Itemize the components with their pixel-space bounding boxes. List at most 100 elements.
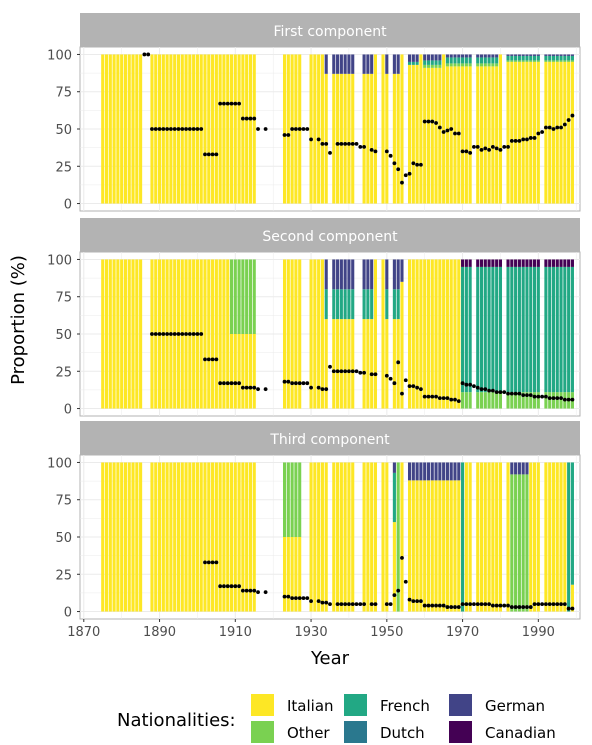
- bar-segment-german: [385, 54, 389, 74]
- data-point: [555, 396, 560, 401]
- data-point: [468, 382, 473, 387]
- data-point: [263, 387, 268, 392]
- bar-segment-italian: [495, 462, 499, 612]
- bar-segment-french: [563, 55, 567, 61]
- bar-segment-french: [385, 289, 389, 320]
- data-point: [483, 146, 488, 151]
- data-point: [396, 360, 401, 365]
- bar-segment-other: [498, 392, 503, 409]
- data-point: [252, 116, 257, 121]
- data-point: [475, 602, 480, 606]
- bar-segment-italian: [324, 73, 328, 204]
- bar-segment-italian: [139, 462, 143, 612]
- data-point: [203, 560, 207, 565]
- data-point: [536, 131, 541, 136]
- bar-segment-french: [396, 289, 400, 320]
- data-point: [195, 127, 200, 131]
- bar-segment-canadian: [536, 259, 540, 267]
- data-point: [294, 381, 298, 386]
- bar-segment-italian: [324, 462, 328, 612]
- bar-segment-german: [495, 54, 499, 58]
- data-point: [562, 602, 567, 606]
- bar-segment-italian: [131, 54, 135, 204]
- data-point: [218, 101, 223, 106]
- bar-segment-german: [430, 54, 434, 61]
- bar-segment-german: [339, 259, 343, 290]
- bar-segment-italian: [392, 73, 396, 204]
- bar-segment-italian: [339, 73, 343, 204]
- bar-segment-other: [461, 392, 465, 409]
- bar-segment-french: [559, 266, 563, 393]
- bar-segment-canadian: [464, 259, 468, 267]
- bar-segment-french: [426, 60, 431, 65]
- bar-segment-german: [514, 462, 518, 475]
- bar-segment-french: [411, 61, 415, 65]
- bar-segment-french: [415, 61, 419, 65]
- data-point: [324, 600, 329, 605]
- bar-segment-italian: [483, 66, 487, 204]
- data-point: [362, 370, 366, 375]
- data-point: [509, 139, 514, 143]
- data-point: [407, 171, 412, 176]
- bar-segment-german: [464, 54, 468, 58]
- data-point: [225, 584, 230, 589]
- bar-segment-italian: [479, 462, 484, 612]
- bar-segment-german: [415, 54, 419, 62]
- legend-swatch-dutch: [344, 721, 367, 743]
- bar-segment-french: [461, 57, 465, 64]
- bar-segment-italian: [491, 462, 495, 612]
- bar-segment-italian: [563, 61, 567, 204]
- bar-segment-german: [559, 54, 563, 56]
- bar-segment-italian: [233, 462, 237, 612]
- bar-segment-french: [563, 266, 567, 393]
- data-point: [498, 603, 503, 608]
- bar-segment-other: [529, 392, 533, 409]
- bar-segment-italian: [339, 462, 343, 612]
- facet-strip-label: First component: [273, 24, 387, 40]
- data-point: [369, 147, 374, 152]
- bar-segment-french: [445, 57, 449, 64]
- bar-segment-italian: [479, 66, 484, 204]
- data-point: [309, 137, 313, 142]
- data-point: [540, 130, 545, 134]
- bar-segment-canadian: [529, 259, 533, 267]
- data-point: [225, 101, 230, 106]
- data-point: [142, 52, 147, 57]
- x-tick-label: 1930: [295, 625, 328, 640]
- bar-segment-other: [517, 474, 521, 612]
- bar-segment-french: [495, 266, 499, 393]
- bar-segment-italian: [464, 462, 468, 612]
- data-point: [551, 602, 556, 606]
- data-point: [430, 119, 435, 124]
- bar-segment-italian: [370, 319, 374, 409]
- legend-swatch-italian: [251, 694, 274, 716]
- bar-segment-other: [476, 63, 480, 67]
- data-point: [199, 127, 204, 131]
- bar-segment-italian: [336, 462, 340, 612]
- bar-segment-german: [411, 54, 415, 62]
- data-point: [411, 161, 416, 166]
- y-tick-label: 100: [47, 456, 72, 471]
- data-point: [445, 605, 450, 609]
- bar-segment-italian: [207, 259, 211, 409]
- bar-segment-other: [479, 392, 484, 409]
- data-point: [305, 127, 310, 131]
- bar-segment-canadian: [517, 259, 521, 267]
- data-point: [286, 594, 291, 599]
- y-tick-label: 25: [55, 365, 72, 380]
- legend-swatch-french: [344, 694, 367, 716]
- bar-segment-german: [423, 462, 427, 481]
- bar-segment-italian: [211, 259, 215, 409]
- bar-segment-italian: [453, 480, 457, 612]
- bar-segment-french: [457, 57, 461, 64]
- data-point: [525, 137, 529, 142]
- data-point: [237, 584, 241, 589]
- bar-segment-italian: [252, 462, 256, 612]
- bar-segment-italian: [430, 480, 434, 612]
- data-point: [547, 396, 552, 401]
- bar-segment-italian: [495, 66, 499, 204]
- data-point: [222, 101, 226, 106]
- bar-segment-italian: [252, 54, 256, 204]
- bar-segment-french: [343, 289, 347, 320]
- bar-segment-italian: [457, 480, 461, 612]
